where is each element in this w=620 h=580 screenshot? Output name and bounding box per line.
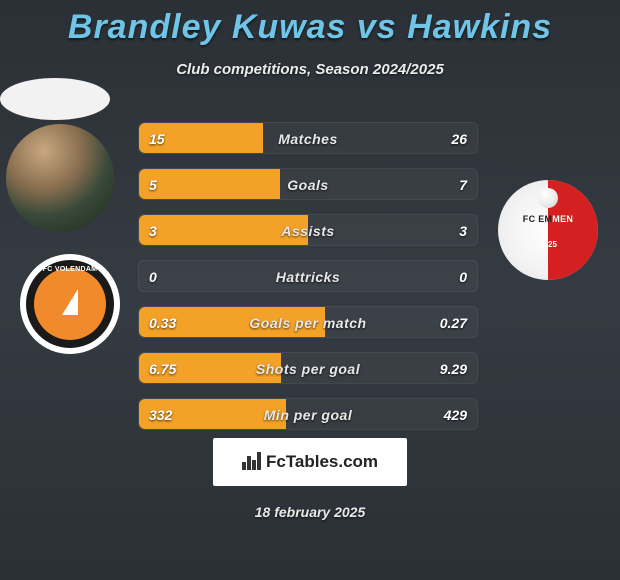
stat-label: Goals per match bbox=[139, 307, 477, 338]
stat-row: 57Goals bbox=[138, 168, 478, 200]
stat-row: 332429Min per goal bbox=[138, 398, 478, 430]
club-right-name: FC EMMEN bbox=[498, 214, 598, 224]
stats-container: 1526Matches 57Goals 33Assists 00Hattricks 0.… bbox=[138, 122, 478, 444]
fctables-text: FcTables.com bbox=[266, 452, 378, 472]
subtitle: Club competitions, Season 2024/2025 bbox=[0, 61, 620, 78]
sail-icon bbox=[62, 289, 78, 315]
stat-label: Min per goal bbox=[139, 399, 477, 430]
stat-row: 33Assists bbox=[138, 214, 478, 246]
club-left-inner bbox=[34, 268, 106, 340]
player-left-name: Brandley Kuwas bbox=[68, 8, 347, 46]
club-left-badge: FC VOLENDAM bbox=[20, 254, 120, 354]
club-right-name-l: FC EM bbox=[523, 214, 553, 224]
chart-icon bbox=[242, 452, 262, 472]
stat-label: Goals bbox=[139, 169, 477, 200]
stat-label: Matches bbox=[139, 123, 477, 154]
stat-row: 0.330.27Goals per match bbox=[138, 306, 478, 338]
club-right-badge: FC EMMEN 1925 bbox=[498, 180, 598, 280]
stat-label: Assists bbox=[139, 215, 477, 246]
stat-label: Hattricks bbox=[139, 261, 477, 292]
player-right-avatar bbox=[0, 78, 110, 120]
club-right-inner: FC EMMEN 1925 bbox=[498, 180, 598, 280]
stat-row: 6.759.29Shots per goal bbox=[138, 352, 478, 384]
club-right-name-r: MEN bbox=[552, 214, 573, 224]
date-text: 18 february 2025 bbox=[0, 504, 620, 520]
fctables-badge[interactable]: FcTables.com bbox=[213, 438, 407, 486]
club-left-name: FC VOLENDAM bbox=[20, 266, 120, 273]
club-right-year: 1925 bbox=[498, 240, 598, 249]
stat-row: 00Hattricks bbox=[138, 260, 478, 292]
player-left-avatar bbox=[6, 124, 114, 232]
player-right-name: Hawkins bbox=[407, 8, 552, 46]
stat-label: Shots per goal bbox=[139, 353, 477, 384]
page-title: Brandley Kuwas vs Hawkins bbox=[0, 0, 620, 47]
vs-text: vs bbox=[357, 8, 397, 46]
stat-row: 1526Matches bbox=[138, 122, 478, 154]
ball-icon bbox=[538, 188, 558, 208]
